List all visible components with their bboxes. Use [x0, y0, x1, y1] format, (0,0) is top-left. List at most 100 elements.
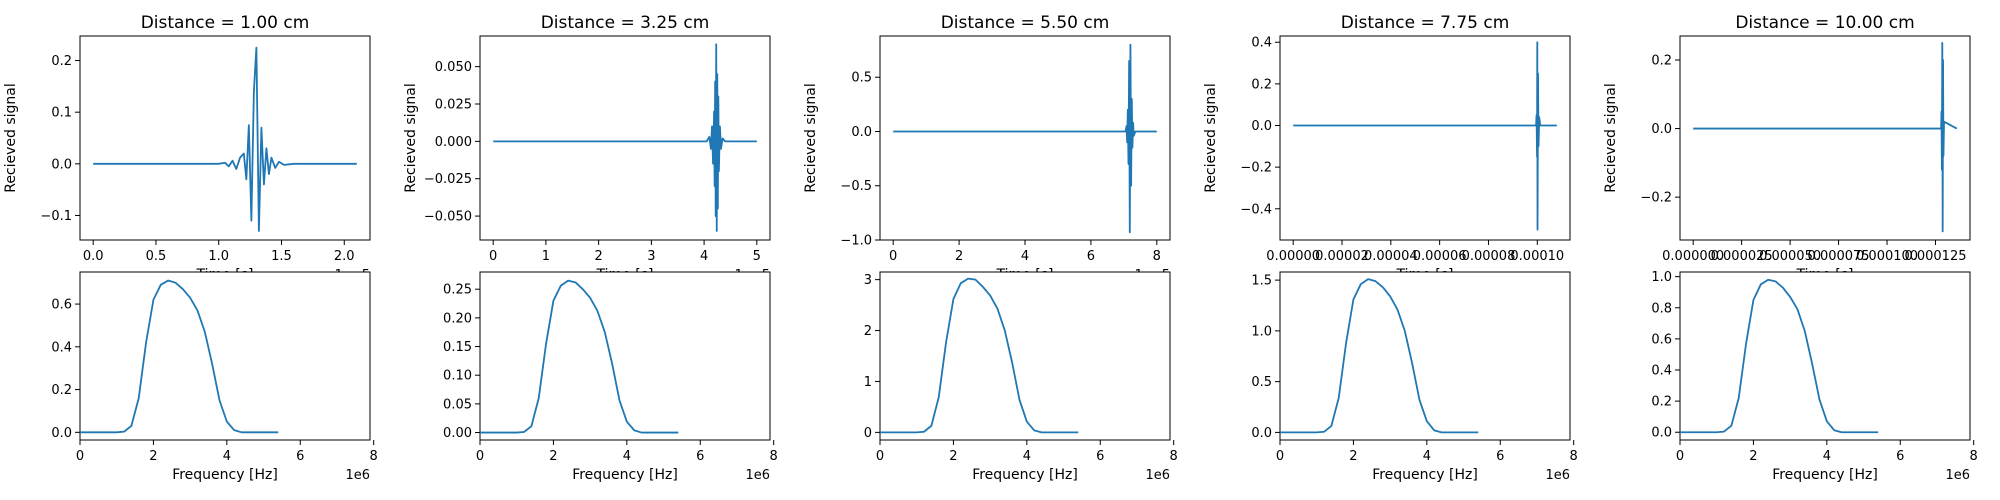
y-tick-label: 0.0 [1251, 426, 1272, 441]
x-tick-label: 8 [1153, 249, 1161, 264]
x-tick-label: 2 [549, 449, 557, 464]
y-axis-label: Recieved signal [403, 83, 419, 193]
x-tick-label: 0.00000 [1266, 249, 1320, 264]
x-offset-label: 1e6 [1145, 468, 1170, 483]
x-tick-label: 2 [1749, 449, 1757, 464]
y-axis-label: Recieved signal [1203, 83, 1219, 193]
series-line [880, 277, 1079, 434]
y-tick-label: 0.2 [1651, 54, 1672, 69]
x-tick-label: 0.000050 [1759, 249, 1821, 264]
y-tick-label: 0.15 [443, 340, 472, 355]
x-tick-label: 0 [889, 249, 897, 264]
x-axis-label: Frequency [Hz] [972, 467, 1078, 483]
x-tick-label: 4 [1023, 449, 1031, 464]
y-tick-label: 0.0 [1651, 426, 1672, 441]
subplot-1: 0.0 0.5 1.0 1.5 2.0 −0.1 0.0 0.1 0.2 Distance = 1… [3, 13, 371, 283]
plot-frame [1279, 271, 1571, 441]
y-tick-label: 0.2 [51, 54, 72, 69]
y-axis-label: Recieved signal [803, 83, 819, 193]
y-tick-label: 0.5 [851, 71, 872, 86]
series-line [1293, 41, 1557, 231]
x-tick-label: 8 [1170, 449, 1178, 464]
y-tick-label: −0.2 [1240, 161, 1272, 176]
x-tick-label: 6 [296, 449, 304, 464]
y-tick-label: 0.025 [435, 98, 472, 113]
x-tick-label: 8 [1970, 449, 1978, 464]
x-tick-label: 0.00006 [1413, 249, 1467, 264]
x-tick-label: 6 [1096, 449, 1104, 464]
subplot-title: Distance = 1.00 cm [141, 13, 310, 33]
y-tick-label: −0.2 [1640, 191, 1672, 206]
subplot-2: 0 1 2 3 4 5 −0.050 −0.025 0.000 0.025 0.050 Distanc… [403, 13, 771, 283]
x-tick-label: 2 [955, 249, 963, 264]
x-tick-label: 1 [542, 249, 550, 264]
y-tick-label: 0.0 [1651, 122, 1672, 137]
series-line [1680, 278, 1879, 434]
x-tick-label: 0.00004 [1364, 249, 1418, 264]
x-tick-label: 8 [370, 449, 378, 464]
y-tick-label: 0.8 [1651, 301, 1672, 316]
y-tick-label: 0.4 [1651, 364, 1672, 379]
x-offset-label: 1e6 [345, 468, 370, 483]
x-tick-label: 0 [489, 249, 497, 264]
plot-frame [479, 271, 771, 441]
x-tick-label: 0.000000 [1662, 249, 1724, 264]
x-tick-label: 4 [223, 449, 231, 464]
y-tick-label: −0.050 [424, 210, 472, 225]
y-tick-label: −1.0 [840, 234, 872, 249]
series-line [1280, 278, 1479, 434]
plot-frame [79, 35, 371, 241]
x-offset-label: 1e6 [1945, 468, 1970, 483]
subplot-title: Distance = 7.75 cm [1341, 13, 1510, 33]
y-tick-label: 0.5 [1251, 375, 1272, 390]
x-tick-label: 4 [1823, 449, 1831, 464]
y-tick-label: 0.0 [51, 426, 72, 441]
y-tick-label: −0.025 [424, 172, 472, 187]
y-tick-label: −0.1 [40, 209, 72, 224]
x-offset-label: 1e6 [745, 468, 770, 483]
series-line [480, 279, 679, 434]
subplot-8: 0 2 4 6 8 0 1 2 3 Frequency [Hz] 1e6 [864, 271, 1178, 483]
x-tick-label: 0.000025 [1711, 249, 1773, 264]
y-tick-label: 0.6 [1651, 332, 1672, 347]
x-tick-label: 0.00010 [1510, 249, 1564, 264]
subplot-4: 0.000000.000020.000040.000060.000080.000… [1203, 13, 1571, 283]
x-tick-label: 0.000100 [1856, 249, 1918, 264]
y-tick-label: 1.5 [1251, 274, 1272, 289]
x-tick-label: 1.0 [208, 249, 229, 264]
subplot-10: 0 2 4 6 8 0.0 0.2 0.4 0.6 0.8 1.0 Frequency [Hz] 1e6 [1651, 270, 1977, 483]
x-tick-label: 6 [1496, 449, 1504, 464]
y-tick-label: 0.4 [1251, 36, 1272, 51]
plot-frame [479, 35, 771, 241]
x-axis-label: Frequency [Hz] [1772, 467, 1878, 483]
y-tick-label: 0.0 [51, 157, 72, 172]
y-tick-label: 0.2 [51, 383, 72, 398]
x-tick-label: 2 [594, 249, 602, 264]
subplot-5: 0.0000000.0000250.0000500.0000750.000100… [1603, 13, 1971, 283]
series-line [93, 46, 357, 232]
y-tick-label: 0.0 [851, 125, 872, 140]
y-tick-label: 0.25 [443, 283, 472, 298]
y-tick-label: 0.10 [443, 369, 472, 384]
x-tick-label: 1.5 [271, 249, 292, 264]
x-tick-label: 0.00002 [1315, 249, 1369, 264]
y-tick-label: 0.2 [1651, 395, 1672, 410]
x-tick-label: 8 [770, 449, 778, 464]
y-tick-label: 0.6 [51, 298, 72, 313]
x-tick-label: 2 [949, 449, 957, 464]
y-tick-label: 1.0 [1251, 324, 1272, 339]
y-tick-label: 2 [864, 324, 872, 339]
y-tick-label: 0.05 [443, 397, 472, 412]
x-tick-label: 6 [696, 449, 704, 464]
x-tick-label: 0 [476, 449, 484, 464]
subplot-title: Distance = 5.50 cm [941, 13, 1110, 33]
y-tick-label: 0.1 [51, 106, 72, 121]
series-line [893, 43, 1157, 234]
subplot-6: 0 2 4 6 8 0.0 0.2 0.4 0.6 Frequency [Hz] 1e6 [51, 271, 378, 483]
x-offset-label: 1e6 [1545, 468, 1570, 483]
series-line [80, 279, 279, 434]
x-tick-label: 0 [76, 449, 84, 464]
subplot-9: 0 2 4 6 8 0.0 0.5 1.0 1.5 Frequency [Hz] 1e6 [1251, 271, 1578, 483]
